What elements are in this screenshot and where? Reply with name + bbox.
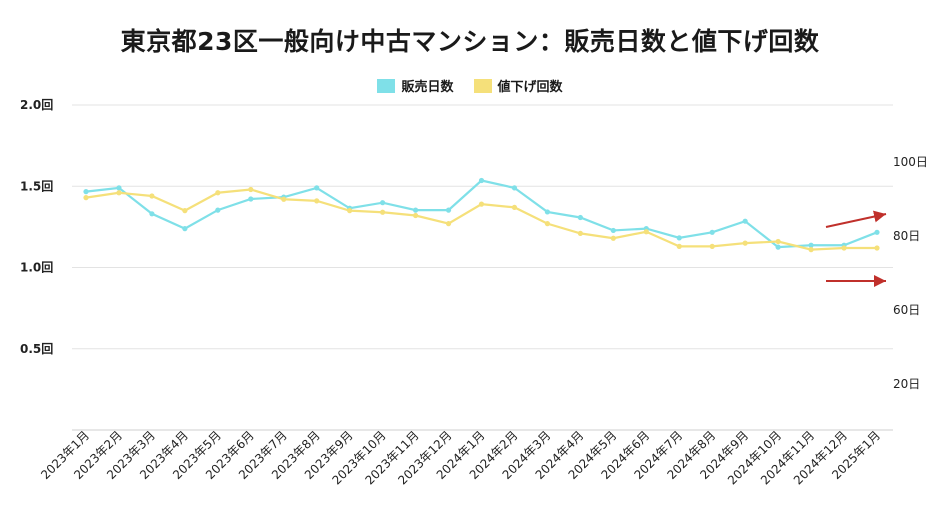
data-point-days bbox=[808, 242, 814, 248]
data-point-days bbox=[380, 200, 386, 206]
data-point-price-cuts bbox=[445, 221, 452, 227]
data-point-price-cuts bbox=[149, 193, 155, 199]
legend-label-price-cuts: 値下げ回数 bbox=[497, 80, 563, 95]
legend-item-price-cuts[interactable]: 値下げ回数 bbox=[473, 76, 563, 95]
legend-swatch-price-cuts bbox=[473, 78, 492, 93]
data-point-days bbox=[248, 196, 254, 202]
data-point-price-cuts bbox=[511, 204, 518, 210]
data-point-days bbox=[874, 229, 880, 235]
legend-label-days: 販売日数 bbox=[401, 80, 454, 95]
data-point-price-cuts bbox=[314, 198, 320, 204]
chart-legend: 販売日数 値下げ回数 bbox=[0, 76, 940, 95]
data-point-days bbox=[610, 227, 616, 234]
data-point-days bbox=[544, 209, 551, 215]
data-point-price-cuts bbox=[709, 243, 715, 249]
data-point-price-cuts bbox=[380, 209, 386, 215]
data-point-price-cuts bbox=[841, 245, 847, 251]
data-point-days bbox=[709, 229, 715, 235]
data-point-price-cuts bbox=[347, 208, 353, 214]
y-right-tick-label: 60日 bbox=[893, 303, 920, 317]
data-point-price-cuts bbox=[544, 221, 551, 227]
y-left-tick-label: 2.0回 bbox=[20, 98, 53, 112]
data-point-days bbox=[116, 185, 122, 191]
legend-item-days[interactable]: 販売日数 bbox=[377, 76, 454, 95]
y-right-tick-label: 80日 bbox=[893, 229, 920, 243]
data-point-days bbox=[577, 214, 583, 221]
data-point-price-cuts bbox=[808, 247, 814, 253]
data-point-price-cuts bbox=[742, 240, 748, 246]
data-point-price-cuts bbox=[215, 190, 221, 196]
data-point-days bbox=[182, 226, 188, 232]
trend-up-arrow bbox=[825, 210, 887, 228]
data-point-price-cuts bbox=[83, 195, 89, 201]
data-point-price-cuts bbox=[412, 212, 419, 219]
y-right-tick-label: 20日 bbox=[893, 377, 920, 391]
data-point-price-cuts bbox=[676, 243, 682, 249]
data-point-price-cuts bbox=[577, 230, 583, 236]
data-point-days bbox=[742, 218, 748, 224]
y-left-tick-label: 0.5回 bbox=[20, 342, 53, 356]
data-point-days bbox=[149, 211, 155, 217]
data-point-days bbox=[775, 244, 781, 250]
data-point-price-cuts bbox=[182, 208, 188, 214]
data-point-price-cuts bbox=[610, 235, 616, 241]
data-point-price-cuts bbox=[775, 238, 781, 245]
data-point-days bbox=[511, 185, 518, 191]
data-point-days bbox=[314, 185, 320, 191]
series-line-price-cuts bbox=[85, 188, 877, 251]
data-point-days bbox=[478, 177, 485, 184]
data-point-price-cuts bbox=[478, 201, 485, 207]
legend-swatch-days bbox=[377, 78, 396, 93]
data-point-days bbox=[445, 207, 452, 213]
data-point-days bbox=[83, 189, 89, 195]
y-left-tick-label: 1.5回 bbox=[20, 179, 53, 193]
chart-title: 東京都23区一般向け中古マンション：販売日数と値下げ回数 bbox=[120, 27, 820, 56]
y-left-tick-label: 1.0回 bbox=[20, 261, 53, 275]
data-point-price-cuts bbox=[248, 186, 254, 193]
data-point-price-cuts bbox=[116, 190, 122, 196]
data-point-price-cuts bbox=[281, 196, 287, 202]
y-right-tick-label: 100日 bbox=[893, 155, 928, 169]
data-point-days bbox=[215, 207, 221, 213]
data-point-days bbox=[676, 235, 682, 241]
data-point-price-cuts bbox=[643, 229, 649, 235]
series-line-days bbox=[85, 179, 878, 249]
data-point-days bbox=[412, 207, 419, 213]
data-point-price-cuts bbox=[874, 245, 880, 251]
